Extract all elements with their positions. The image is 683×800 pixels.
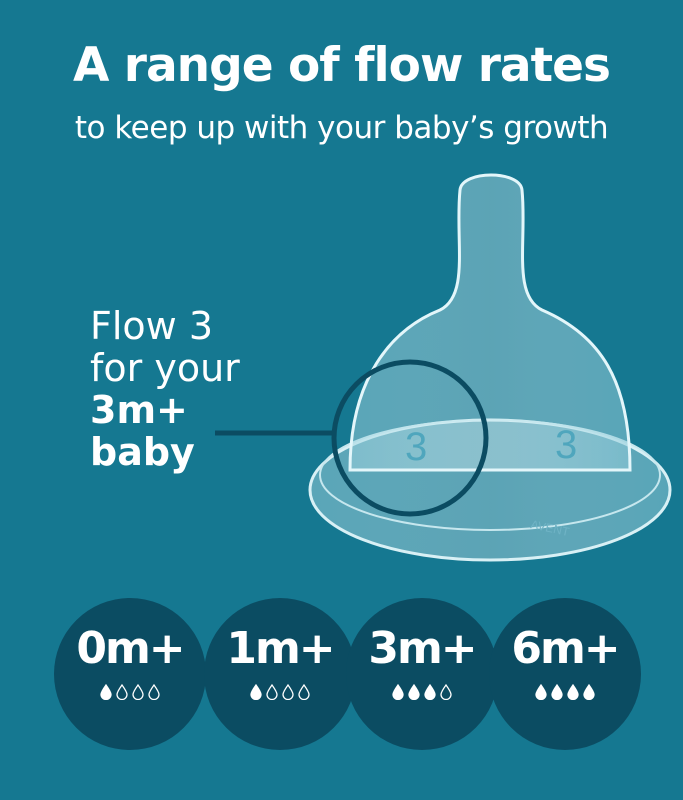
drop-outline-icon (298, 684, 310, 700)
nipple-number: 3 (405, 425, 427, 469)
flow-drops (489, 684, 641, 700)
drop-outline-icon (266, 684, 278, 700)
drop-outline-icon (440, 684, 452, 700)
drop-filled-icon (392, 684, 404, 700)
callout-age: 3m+ (90, 388, 188, 432)
flow-rate-badge-3m-plus: 3m+ (346, 598, 498, 750)
drop-outline-icon (148, 684, 160, 700)
drop-filled-icon (250, 684, 262, 700)
flow-drops (346, 684, 498, 700)
drop-filled-icon (535, 684, 547, 700)
drop-filled-icon (567, 684, 579, 700)
callout-line2: for your (90, 346, 240, 390)
drop-outline-icon (282, 684, 294, 700)
teat-product-image: 3 3 AVENT (215, 173, 672, 562)
flow-rate-age: 1m+ (226, 623, 335, 674)
flow-rate-badge-1m-plus: 1m+ (204, 598, 356, 750)
flow-callout: Flow 3 for your 3m+ baby (90, 305, 240, 473)
drop-outline-icon (132, 684, 144, 700)
flow-rate-age: 3m+ (368, 623, 477, 674)
headline: A range of flow rates (73, 38, 611, 93)
nipple-number-side: 3 (555, 423, 577, 467)
callout-magnifier-circle (331, 359, 489, 517)
drop-filled-icon (408, 684, 420, 700)
flow-rate-badge-6m-plus: 6m+ (489, 598, 641, 750)
flow-rate-age: 6m+ (511, 623, 620, 674)
drop-filled-icon (551, 684, 563, 700)
drop-outline-icon (116, 684, 128, 700)
drop-filled-icon (424, 684, 436, 700)
callout-line4: baby (90, 430, 195, 474)
teat-nipple (348, 173, 632, 472)
subheadline: to keep up with your baby’s growth (74, 110, 609, 146)
callout-line1: Flow 3 (90, 304, 213, 348)
flow-drops (204, 684, 356, 700)
flow-rate-age: 0m+ (76, 623, 185, 674)
flow-rate-badge-0m-plus: 0m+ (54, 598, 206, 750)
flow-drops (54, 684, 206, 700)
drop-filled-icon (100, 684, 112, 700)
drop-filled-icon (583, 684, 595, 700)
